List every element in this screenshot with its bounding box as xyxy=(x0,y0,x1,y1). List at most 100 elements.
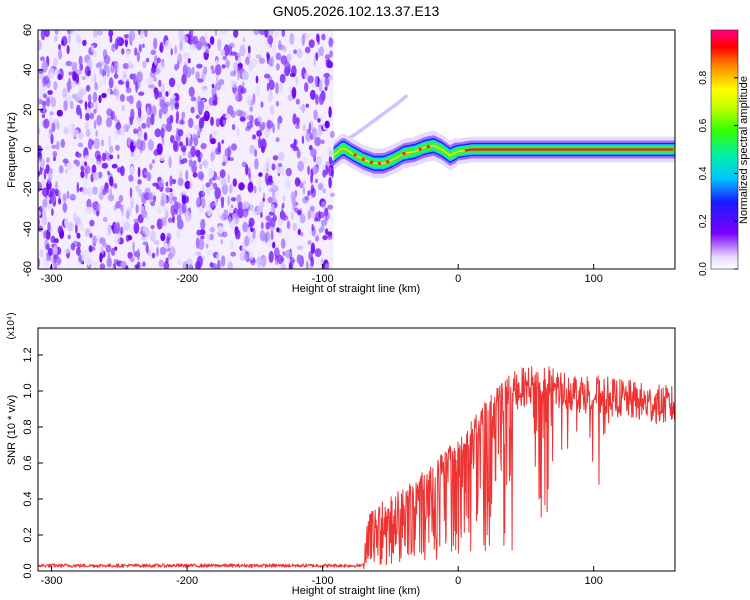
noise-blob xyxy=(307,165,310,175)
noise-blob xyxy=(268,79,275,91)
noise-blob xyxy=(267,30,275,36)
noise-blob xyxy=(165,187,171,193)
noise-blob xyxy=(158,153,166,162)
noise-blob xyxy=(55,181,58,191)
noise-blob xyxy=(58,49,63,60)
noise-blob xyxy=(183,61,189,66)
noise-blob xyxy=(141,122,147,129)
noise-blob xyxy=(125,210,130,220)
noise-blob xyxy=(258,186,262,193)
noise-blob xyxy=(229,240,234,250)
noise-blob xyxy=(58,165,64,174)
noise-blob xyxy=(228,45,233,57)
noise-blob xyxy=(317,118,321,123)
noise-blob xyxy=(93,51,97,58)
y-tick-label: 0.0 xyxy=(22,563,34,578)
noise-blob xyxy=(96,114,102,126)
noise-blob xyxy=(232,178,237,187)
noise-blob xyxy=(50,133,54,145)
noise-blob xyxy=(136,118,143,127)
noise-blob xyxy=(210,151,216,161)
signal-peak xyxy=(369,160,373,164)
noise-blob xyxy=(38,170,41,177)
noise-blob xyxy=(316,126,322,135)
noise-blob xyxy=(214,176,221,181)
noise-blob xyxy=(188,159,193,168)
noise-blob xyxy=(272,44,277,57)
noise-blob xyxy=(196,63,203,69)
noise-blob xyxy=(179,170,182,179)
noise-blob xyxy=(170,48,173,56)
noise-blob xyxy=(317,182,324,191)
noise-blob xyxy=(85,84,91,92)
noise-blob xyxy=(46,204,53,209)
noise-blob xyxy=(275,63,280,71)
noise-blob xyxy=(72,129,80,138)
noise-blob xyxy=(214,64,222,76)
noise-blob xyxy=(71,93,78,100)
noise-blob xyxy=(212,130,218,136)
noise-blob xyxy=(138,43,142,53)
noise-blob xyxy=(225,113,232,119)
noise-blob xyxy=(44,30,50,38)
noise-blob xyxy=(307,210,311,220)
bottom-x-axis-label: Height of straight line (km) xyxy=(292,585,420,597)
noise-blob xyxy=(136,138,144,150)
noise-blob xyxy=(135,204,139,214)
noise-blob xyxy=(56,140,60,151)
colorbar-gradient xyxy=(710,29,739,270)
noise-blob xyxy=(118,194,124,203)
noise-blob xyxy=(247,45,251,54)
noise-blob xyxy=(51,144,58,149)
noise-blob xyxy=(62,87,67,99)
noise-blob xyxy=(84,161,88,167)
noise-blob xyxy=(327,61,334,69)
noise-blob xyxy=(54,30,59,35)
noise-blob xyxy=(168,77,176,88)
noise-blob xyxy=(279,73,286,84)
noise-blob xyxy=(209,233,214,241)
colorbar-tick-label: 0.8 xyxy=(698,70,709,84)
noise-blob xyxy=(88,245,93,253)
noise-blob xyxy=(108,135,111,147)
noise-blob xyxy=(79,111,83,119)
noise-blob xyxy=(138,91,145,96)
noise-blob xyxy=(129,256,135,263)
noise-blob xyxy=(40,30,46,41)
noise-blob xyxy=(145,57,150,63)
noise-blob xyxy=(39,165,43,176)
noise-blob xyxy=(212,99,218,106)
snr-plot-frame xyxy=(37,327,676,572)
noise-blob xyxy=(113,222,120,235)
noise-blob xyxy=(46,144,49,151)
noise-blob xyxy=(143,132,148,141)
noise-blob xyxy=(99,79,102,88)
signal-peak xyxy=(418,147,422,151)
noise-blob xyxy=(130,197,135,209)
noise-blob xyxy=(324,216,329,221)
noise-blob xyxy=(328,106,332,118)
x-tick-label: -100 xyxy=(312,273,334,285)
noise-blob xyxy=(117,154,120,160)
noise-blob xyxy=(69,30,76,36)
noise-blob xyxy=(235,109,243,117)
noise-blob xyxy=(214,187,221,200)
noise-blob xyxy=(81,187,88,195)
noise-blob xyxy=(242,206,249,218)
noise-blob xyxy=(265,221,271,230)
noise-blob xyxy=(171,95,176,99)
noise-blob xyxy=(171,178,177,185)
noise-blob xyxy=(53,156,56,162)
noise-blob xyxy=(71,61,78,69)
noise-blob xyxy=(177,82,181,92)
noise-blob xyxy=(165,181,169,187)
noise-blob xyxy=(90,102,95,109)
noise-blob xyxy=(52,151,58,158)
noise-blob xyxy=(186,258,193,269)
noise-blob xyxy=(178,161,182,166)
noise-blob xyxy=(315,155,322,167)
noise-blob xyxy=(289,32,295,45)
noise-blob xyxy=(264,232,268,244)
